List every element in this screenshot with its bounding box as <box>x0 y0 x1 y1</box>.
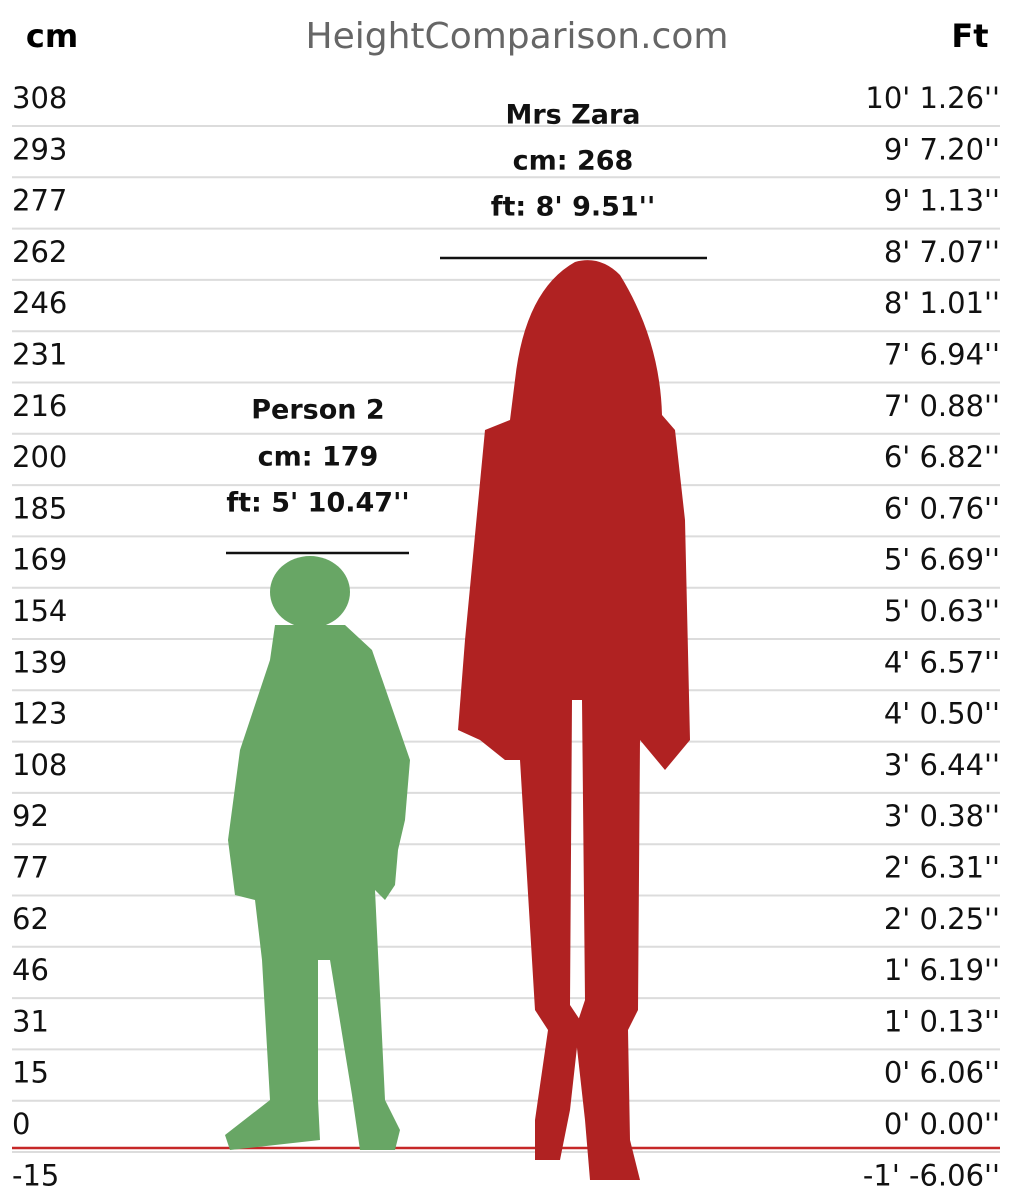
ft-label: 8' 7.07'' <box>884 235 1000 269</box>
person-ft: ft: 8' 9.51'' <box>491 192 655 223</box>
ft-label: 7' 0.88'' <box>884 389 1000 423</box>
cm-label: 293 <box>12 132 67 166</box>
ft-label: -1' -6.06'' <box>863 1158 1000 1192</box>
cm-label: 200 <box>12 440 67 474</box>
ft-label: 9' 7.20'' <box>884 132 1000 166</box>
cm-label: 154 <box>12 594 67 628</box>
ft-label: 2' 6.31'' <box>884 851 1000 885</box>
cm-label: 277 <box>12 184 67 218</box>
ft-label: 5' 0.63'' <box>884 594 1000 628</box>
ft-label: 6' 0.76'' <box>884 491 1000 525</box>
cm-label: 185 <box>12 491 67 525</box>
ft-label: 2' 0.25'' <box>884 902 1000 936</box>
cm-label: 169 <box>12 543 67 577</box>
silhouette-mrs-zara[interactable] <box>458 260 690 1180</box>
ft-label: 0' 6.06'' <box>884 1056 1000 1090</box>
silhouette-person-2[interactable] <box>225 556 410 1150</box>
ft-label: 1' 0.13'' <box>884 1004 1000 1038</box>
ft-label: 10' 1.26'' <box>865 81 1000 115</box>
person-ft: ft: 5' 10.47'' <box>226 488 409 519</box>
cm-label: 139 <box>12 645 67 679</box>
person-cm: cm: 179 <box>258 442 379 473</box>
cm-label: 262 <box>12 235 67 269</box>
ft-label: 7' 6.94'' <box>884 338 1000 372</box>
cm-label: 123 <box>12 697 67 731</box>
cm-label: 108 <box>12 748 67 782</box>
cm-label: -15 <box>12 1158 59 1192</box>
ft-label: 0' 0.00'' <box>884 1107 1000 1141</box>
site-title[interactable]: HeightComparison.com <box>306 16 729 57</box>
person-name: Person 2 <box>251 395 384 426</box>
cm-label: 246 <box>12 286 67 320</box>
ft-label: 3' 6.44'' <box>884 748 1000 782</box>
cm-label: 15 <box>12 1056 49 1090</box>
ft-label: 6' 6.82'' <box>884 440 1000 474</box>
cm-label: 216 <box>12 389 67 423</box>
cm-label: 31 <box>12 1004 49 1038</box>
cm-label: 77 <box>12 851 49 885</box>
cm-label: 231 <box>12 338 67 372</box>
person-cm: cm: 268 <box>513 146 634 177</box>
cm-label: 308 <box>12 81 67 115</box>
left-unit: cm <box>26 17 78 55</box>
ft-label: 9' 1.13'' <box>884 184 1000 218</box>
cm-label: 92 <box>12 799 49 833</box>
ft-label: 1' 6.19'' <box>884 953 1000 987</box>
cm-label: 46 <box>12 953 49 987</box>
person-name: Mrs Zara <box>506 100 641 131</box>
ft-label: 8' 1.01'' <box>884 286 1000 320</box>
ft-label: 4' 0.50'' <box>884 697 1000 731</box>
ft-label: 3' 0.38'' <box>884 799 1000 833</box>
cm-label: 62 <box>12 902 49 936</box>
ft-label: 5' 6.69'' <box>884 543 1000 577</box>
right-unit: Ft <box>951 17 988 55</box>
cm-label: 0 <box>12 1107 30 1141</box>
ft-label: 4' 6.57'' <box>884 645 1000 679</box>
